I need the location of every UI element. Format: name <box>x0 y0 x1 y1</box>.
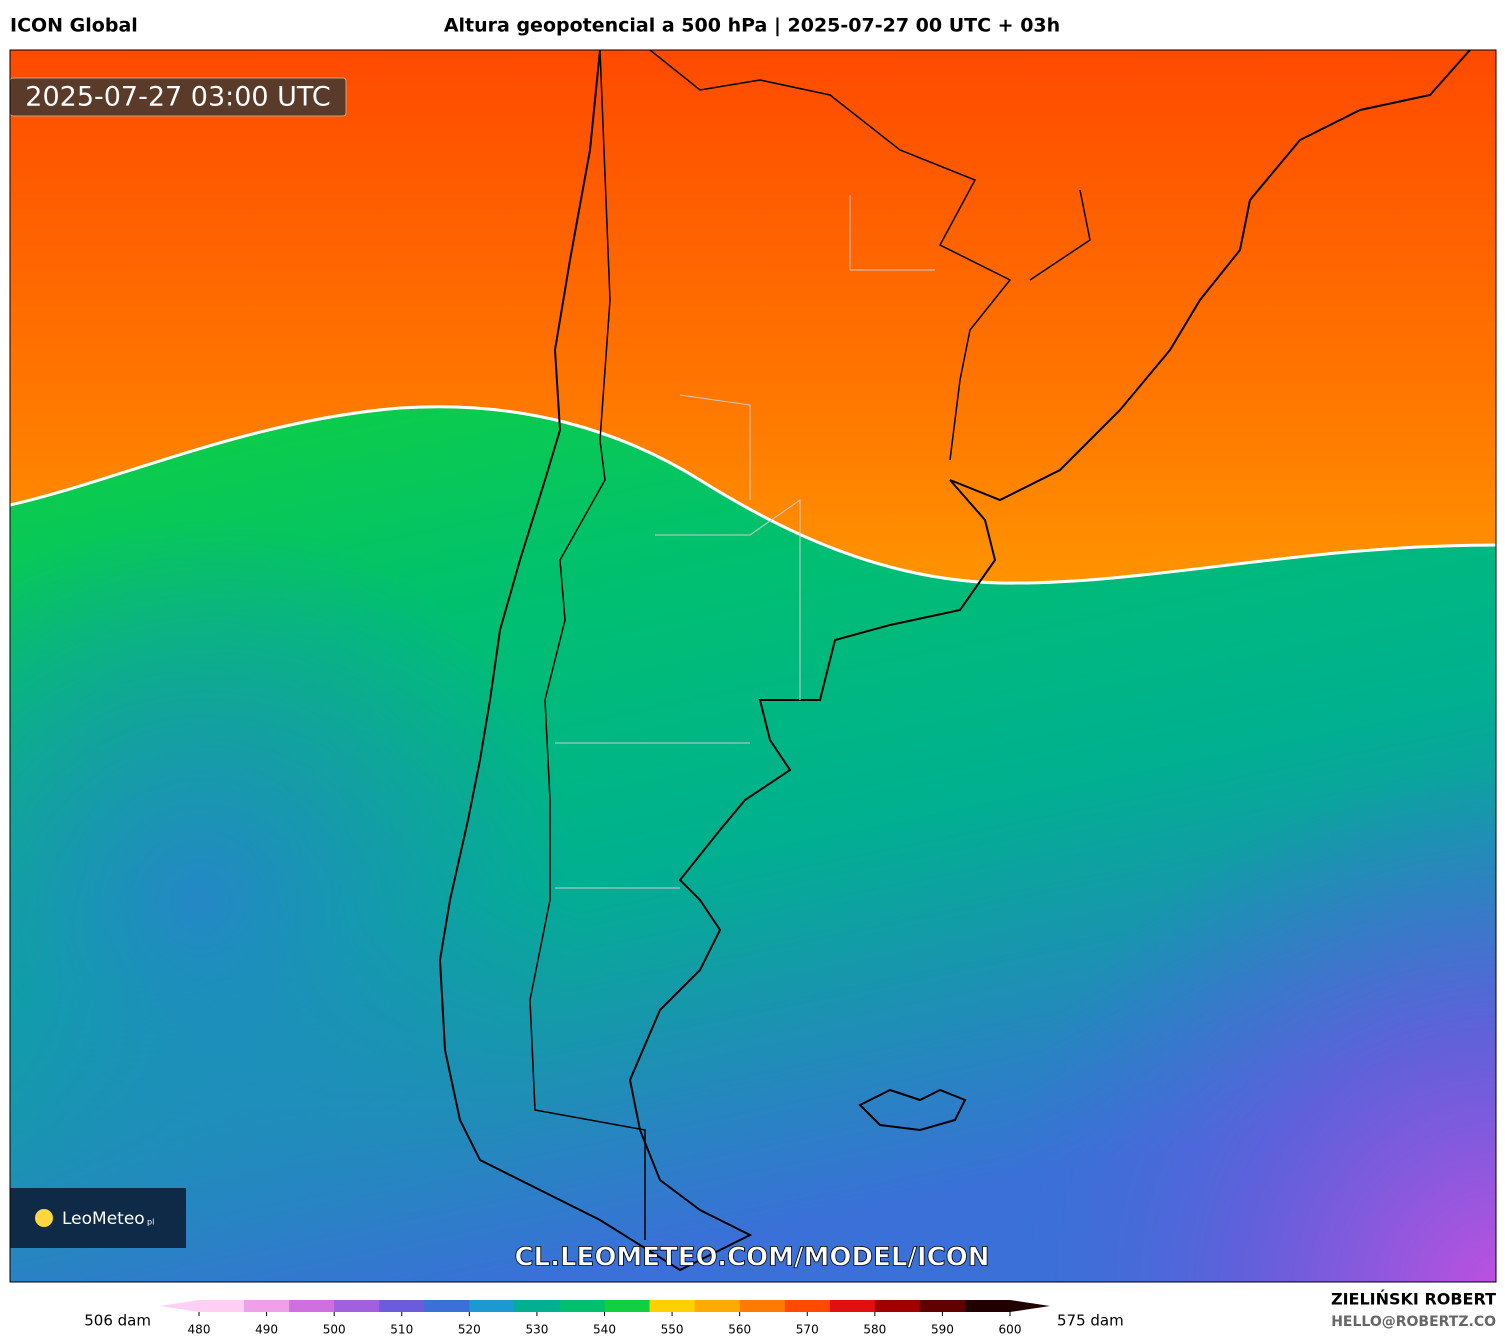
deep-low-field <box>10 500 1496 1282</box>
colorbar-max-label: 575 dam <box>1057 1312 1124 1330</box>
logo-text: LeoMeteo <box>62 1209 145 1229</box>
colorbar: 480 490 500 510 520 530 540 550 560 570 580 590 600 <box>160 1300 1050 1337</box>
colorbar-tick-label: 570 <box>796 1323 819 1337</box>
timestamp: 2025-07-27 03:00 UTC <box>25 82 330 113</box>
colorbar-swatch <box>874 1300 921 1312</box>
logo-sun <box>35 1209 53 1227</box>
colorbar-tick-label: 500 <box>323 1323 346 1337</box>
colorbar-min-label: 506 dam <box>84 1312 151 1330</box>
colorbar-tick-label: 510 <box>390 1323 413 1337</box>
colorbar-swatch <box>964 1300 1011 1312</box>
colorbar-tick-label: 540 <box>593 1323 616 1337</box>
colorbar-swatch <box>829 1300 876 1312</box>
timestamp-box <box>10 77 347 117</box>
author: ZIELIŃSKI ROBERT <box>1331 1290 1496 1309</box>
model-name: ICON Global <box>10 15 138 37</box>
colorbar-tick-label: 530 <box>525 1323 548 1337</box>
email: HELLO@ROBERTZ.CO <box>1331 1314 1496 1330</box>
colorbar-swatch <box>424 1300 470 1312</box>
colorbar-end <box>160 1300 199 1312</box>
colorbar-swatch <box>199 1300 245 1312</box>
colorbar-swatch <box>739 1300 786 1312</box>
colorbar-swatch <box>244 1300 290 1312</box>
colorbar-swatch <box>919 1300 966 1312</box>
map-title: Altura geopotencial a 500 hPa | 2025-07-… <box>444 15 1060 37</box>
colorbar-swatch <box>334 1300 380 1312</box>
colorbar-swatch <box>694 1300 741 1312</box>
colorbar-swatch <box>784 1300 831 1312</box>
colorbar-swatch <box>469 1300 515 1312</box>
map-area: 2025-07-27 03:00 UTC LeoMeteo pl CL.LEOM… <box>10 50 1496 1282</box>
border-north <box>649 50 1091 461</box>
colorbar-end <box>1010 1300 1050 1312</box>
colorbar-swatch <box>289 1300 335 1312</box>
province-borders <box>555 195 935 889</box>
logo-suffix: pl <box>147 1218 154 1227</box>
colorbar-tick-label: 480 <box>188 1323 211 1337</box>
colorbar-tick-label: 520 <box>458 1323 481 1337</box>
colorbar-tick-label: 550 <box>661 1323 684 1337</box>
colorbar-tick-label: 590 <box>931 1323 954 1337</box>
falklands <box>858 1088 967 1132</box>
colorbar-swatch <box>514 1300 560 1312</box>
colorbar-swatch <box>379 1300 425 1312</box>
colorbar-tick-label: 490 <box>255 1323 278 1337</box>
contour-552 <box>10 405 1496 585</box>
coastline <box>438 50 1471 1272</box>
watermark: CL.LEOMETEO.COM/MODEL/ICON <box>514 1243 989 1273</box>
border-chile-argentina <box>529 50 646 1240</box>
colorbar-tick-label: 560 <box>728 1323 751 1337</box>
colorbar-swatch <box>604 1300 651 1312</box>
colorbar-tick-label: 580 <box>863 1323 886 1337</box>
colorbar-swatch <box>559 1300 605 1312</box>
colorbar-tick-label: 600 <box>999 1323 1022 1337</box>
map-frame <box>9 49 1497 1283</box>
colorbar-swatch <box>649 1300 696 1312</box>
